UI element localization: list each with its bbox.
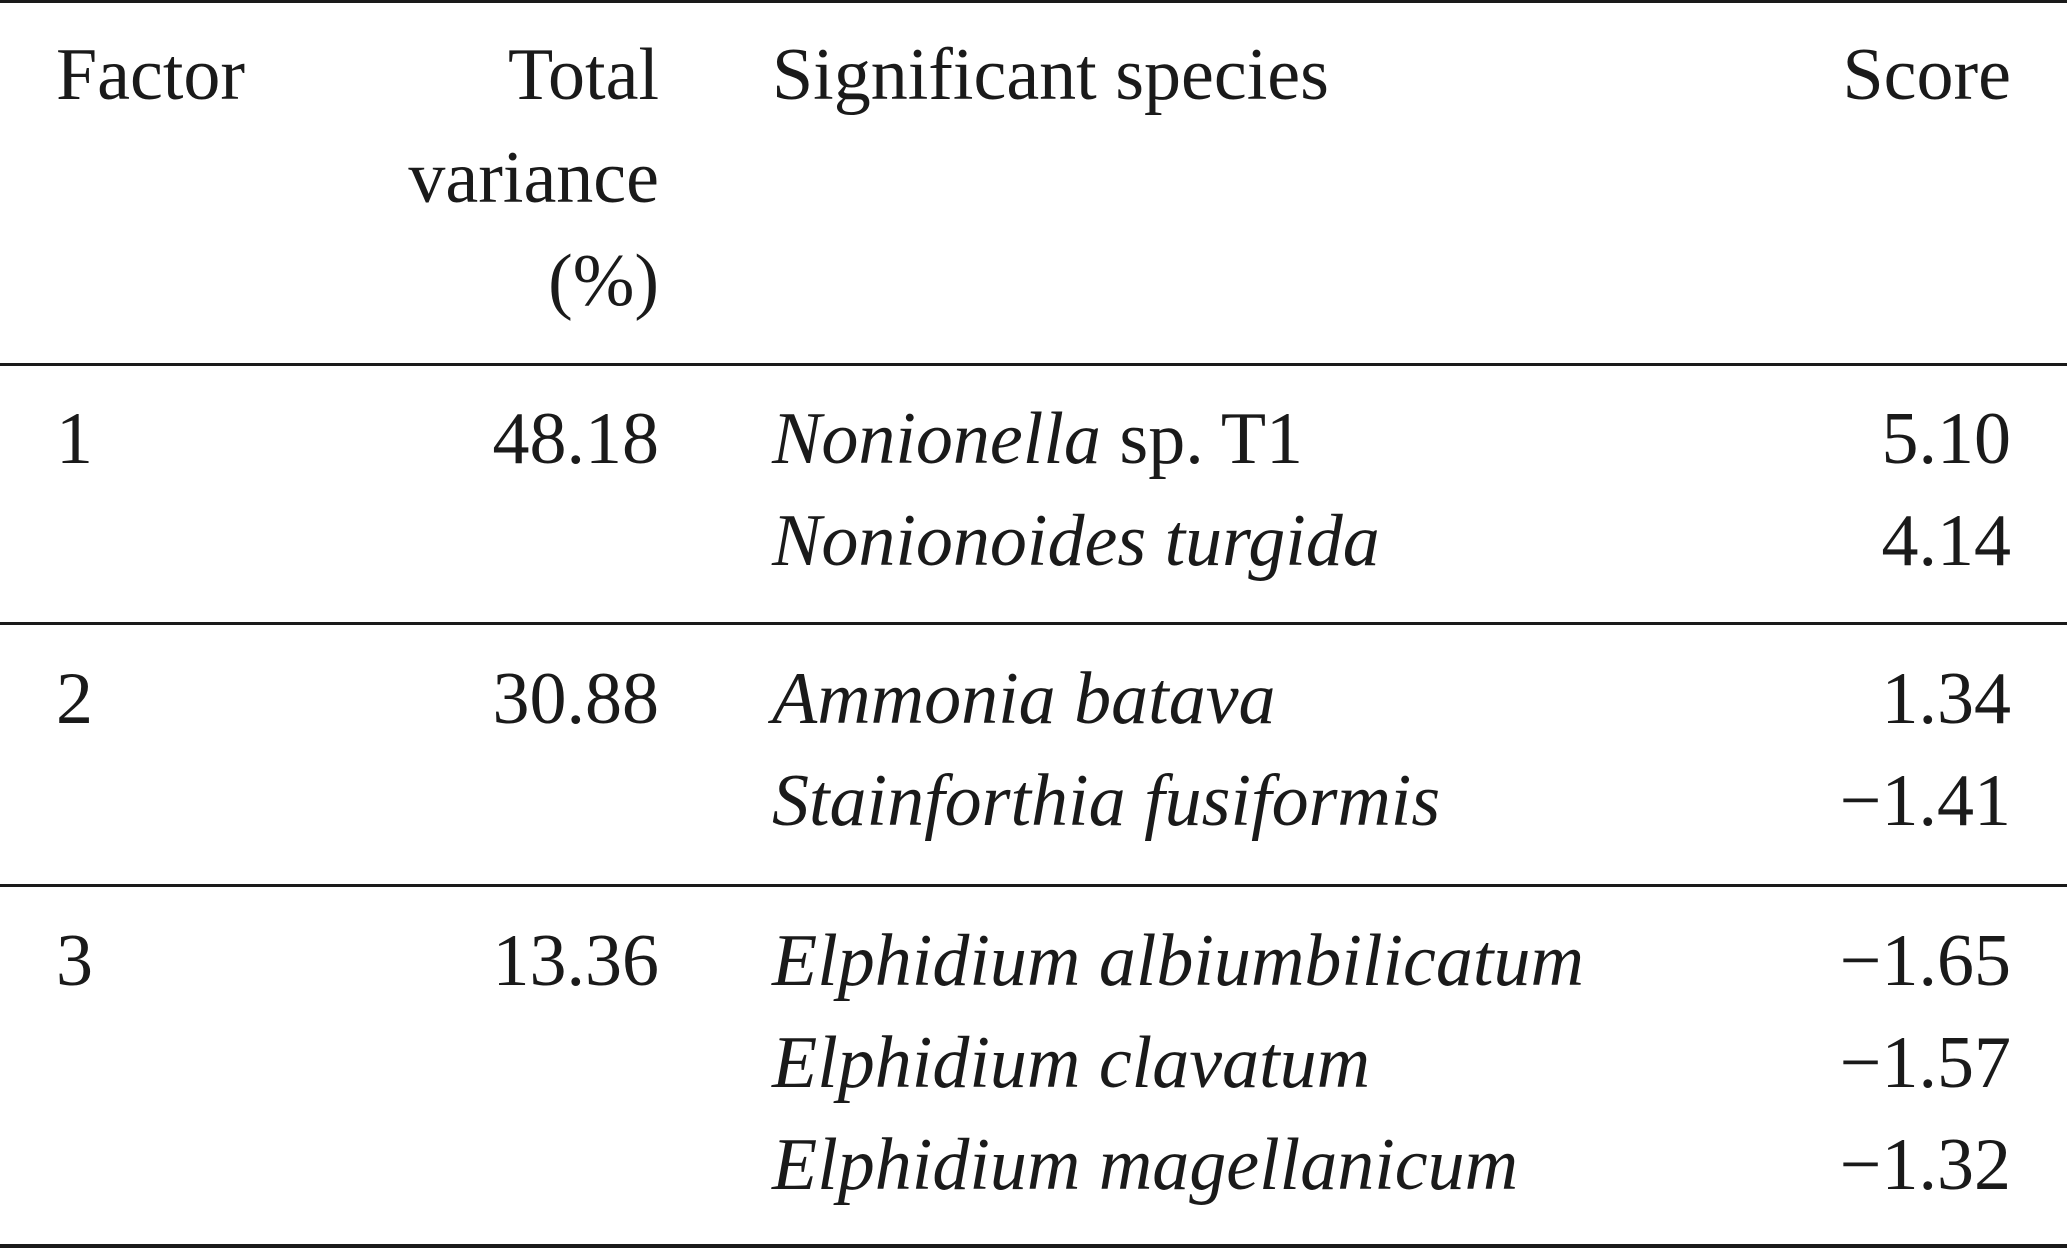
species-italic-name: Nonionella [772,398,1101,480]
header-bottom-rule [0,363,2067,366]
factor-1-number: 1 [56,398,93,480]
table-top-rule [0,0,2067,3]
species-ammonia-batava: Ammonia batava [772,648,1276,751]
header-variance-line-3: (%) [548,240,659,322]
species-plain-suffix: sp. T1 [1100,398,1304,480]
species-italic-name: Stainforthia fusiformis [772,760,1441,842]
header-variance-line-2: variance [408,137,659,219]
score-elphidium-albiumbilicatum: −1.65 [1839,920,2011,1002]
factor-1-variance: 48.18 [492,398,660,480]
factor-3-variance: 13.36 [492,920,660,1002]
species-nonionoides-turgida: Nonionoides turgida [772,490,1380,593]
species-elphidium-clavatum: Elphidium clavatum [772,1012,1370,1115]
header-factor: Factor [56,34,246,116]
species-stainforthia-fusiformis: Stainforthia fusiformis [772,750,1440,853]
score-nonionella-sp-t1: 5.10 [1881,398,2012,480]
group-2-bottom-rule [0,884,2067,887]
header-score: Score [1842,34,2012,116]
species-italic-name: Ammonia batava [772,658,1276,740]
score-nonionoides-turgida: 4.14 [1881,500,2012,582]
factor-3-number: 3 [56,920,93,1002]
factor-2-variance: 30.88 [492,658,660,740]
species-elphidium-magellanicum: Elphidium magellanicum [772,1114,1518,1217]
species-italic-name: Nonionoides turgida [772,500,1380,582]
species-italic-name: Elphidium magellanicum [772,1124,1519,1206]
species-nonionella-sp-t1: Nonionella sp. T1 [772,388,1303,491]
species-elphidium-albiumbilicatum: Elphidium albiumbilicatum [772,910,1584,1013]
factor-2-number: 2 [56,658,93,740]
score-elphidium-clavatum: −1.57 [1839,1022,2011,1104]
species-italic-name: Elphidium albiumbilicatum [772,920,1584,1002]
header-variance-line-1: Total [508,34,659,116]
header-significant-species: Significant species [772,34,1329,116]
score-stainforthia-fusiformis: −1.41 [1839,760,2011,842]
score-ammonia-batava: 1.34 [1881,658,2012,740]
header-total-variance: Total variance (%) [408,24,659,333]
table-bottom-rule [0,1244,2067,1248]
species-italic-name: Elphidium clavatum [772,1022,1371,1104]
group-1-bottom-rule [0,622,2067,625]
score-elphidium-magellanicum: −1.32 [1839,1124,2011,1206]
